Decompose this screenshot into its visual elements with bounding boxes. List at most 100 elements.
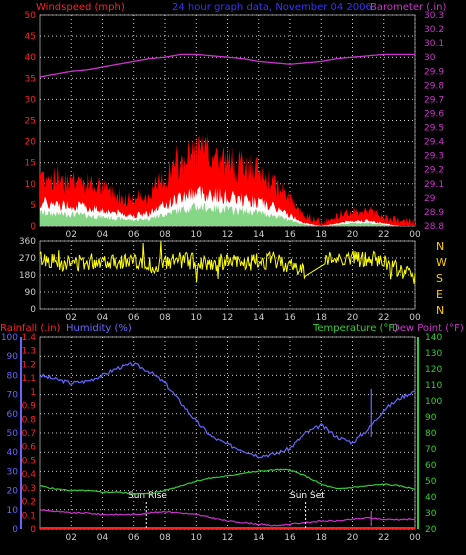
temperature-y-tick-label: 30	[425, 509, 437, 519]
temperature-y-tick-label: 90	[425, 413, 437, 423]
rainfall-y-tick-label: 0.5	[22, 456, 36, 466]
baro-y-tick-label: 30	[424, 53, 436, 63]
x-tick-label: 10	[191, 313, 203, 323]
baro-y-tick-label: 30.2	[424, 25, 444, 35]
baro-y-tick-label: 29.2	[424, 166, 444, 176]
compass-s: S	[436, 272, 443, 285]
baro-y-tick-label: 30.3	[424, 11, 444, 21]
baro-y-tick-label: 29.1	[424, 180, 444, 190]
direction-y-tick-label: 270	[19, 254, 36, 264]
direction-y-tick-label: 90	[25, 288, 37, 298]
x-tick-label: 20	[347, 533, 359, 543]
x-tick-label: 20	[347, 313, 359, 323]
rainfall-y-tick-label: 1.1	[22, 374, 36, 384]
rainfall-y-tick-label: 0.7	[22, 429, 36, 439]
sunset-label: Sun Set	[290, 491, 325, 501]
x-tick-label: 20	[347, 230, 359, 240]
compass-n-top: N	[436, 240, 444, 253]
rainfall-y-tick-label: 0.6	[22, 443, 37, 453]
sunrise-label: Sun Rise	[128, 491, 167, 501]
x-tick-label: 02	[66, 230, 77, 240]
x-tick-label: 12	[222, 533, 233, 543]
x-tick-label: 04	[97, 533, 109, 543]
temperature-y-tick-label: 120	[425, 365, 442, 375]
direction-y-tick-label: 0	[30, 305, 36, 315]
humidity-line	[39, 362, 416, 459]
temperature-y-tick-label: 140	[425, 333, 442, 343]
wind-y-tick-label: 20	[25, 138, 37, 148]
x-tick-label: 02	[66, 313, 77, 323]
x-tick-label: 14	[253, 230, 265, 240]
baro-y-tick-label: 29.6	[424, 109, 444, 119]
rainfall-y-tick-label: 0.9	[22, 402, 37, 412]
humidity-y-tick-label: 80	[7, 371, 19, 381]
humidity-y-tick-label: 50	[7, 429, 19, 439]
x-tick-label: 08	[159, 230, 171, 240]
wind-y-tick-label: 40	[25, 53, 37, 63]
direction-y-tick-label: 180	[19, 271, 36, 281]
x-tick-label: 12	[222, 230, 233, 240]
rainfall-y-tick-label: 0.3	[22, 484, 36, 494]
wind-y-tick-label: 0	[30, 222, 36, 232]
x-tick-label: 18	[316, 533, 328, 543]
x-tick-label: 04	[97, 313, 109, 323]
compass-e: E	[436, 288, 443, 301]
temperature-y-tick-label: 130	[425, 349, 442, 359]
wind-y-tick-label: 45	[25, 32, 36, 42]
x-tick-label: 00	[409, 533, 421, 543]
temperature-y-tick-label: 40	[425, 493, 437, 503]
rainfall-y-tick-label: 0	[30, 525, 36, 535]
compass-n-bottom: N	[436, 304, 444, 317]
humidity-y-tick-label: 70	[7, 391, 19, 401]
baro-y-tick-label: 30.1	[424, 39, 444, 49]
rainfall-y-tick-label: 1	[30, 388, 36, 398]
humidity-label: Humidity (%)	[66, 323, 132, 334]
direction-y-tick-label: 360	[19, 237, 36, 247]
humidity-y-tick-label: 30	[7, 467, 19, 477]
temperature-y-tick-label: 80	[425, 429, 437, 439]
dewpoint-line	[39, 509, 416, 527]
baro-y-tick-label: 29.4	[424, 138, 444, 148]
humidity-y-tick-label: 40	[7, 448, 19, 458]
dewpoint-label: Dew Point (°F)	[392, 323, 464, 334]
rainfall-y-tick-label: 1.4	[22, 333, 37, 343]
rainfall-y-tick-label: 0.1	[22, 511, 36, 521]
baro-y-tick-label: 28.8	[424, 222, 444, 232]
temperature-y-tick-label: 100	[425, 397, 442, 407]
rainfall-label: Rainfall (.in)	[0, 323, 61, 334]
baro-y-tick-label: 29.3	[424, 152, 444, 162]
rainfall-y-tick-label: 0.4	[22, 470, 37, 480]
humidity-y-tick-label: 20	[7, 487, 19, 497]
humidity-y-tick-label: 90	[7, 352, 19, 362]
barometer-label: Barometer (.in)	[370, 2, 446, 13]
wind-y-tick-label: 50	[25, 11, 37, 21]
x-tick-label: 06	[128, 230, 140, 240]
baro-y-tick-label: 29.7	[424, 95, 444, 105]
x-tick-label: 04	[97, 230, 109, 240]
x-tick-label: 22	[378, 533, 389, 543]
humidity-y-tick-label: 10	[7, 506, 19, 516]
x-tick-label: 10	[191, 230, 203, 240]
humidity-y-tick-label: 100	[1, 333, 18, 343]
wind-y-tick-label: 15	[25, 159, 36, 169]
temperature-y-tick-label: 50	[425, 477, 437, 487]
temperature-label: Temperature (°F)	[312, 323, 398, 334]
windspeed-label: Windspeed (mph)	[36, 2, 125, 13]
barometer-line	[39, 53, 415, 78]
wind-y-tick-label: 25	[25, 117, 36, 127]
x-tick-label: 22	[378, 230, 389, 240]
wind-y-tick-label: 10	[25, 180, 37, 190]
baro-y-tick-label: 29.8	[424, 81, 444, 91]
x-tick-label: 06	[128, 313, 140, 323]
temperature-y-tick-label: 70	[425, 445, 437, 455]
x-tick-label: 08	[159, 533, 171, 543]
x-tick-label: 06	[128, 533, 140, 543]
baro-y-tick-label: 29	[424, 194, 436, 204]
rainfall-y-tick-label: 0.2	[22, 498, 36, 508]
x-tick-label: 16	[284, 313, 296, 323]
humidity-y-tick-label: 0	[12, 525, 18, 535]
baro-y-tick-label: 28.9	[424, 208, 444, 218]
wind-y-tick-label: 35	[25, 74, 36, 84]
